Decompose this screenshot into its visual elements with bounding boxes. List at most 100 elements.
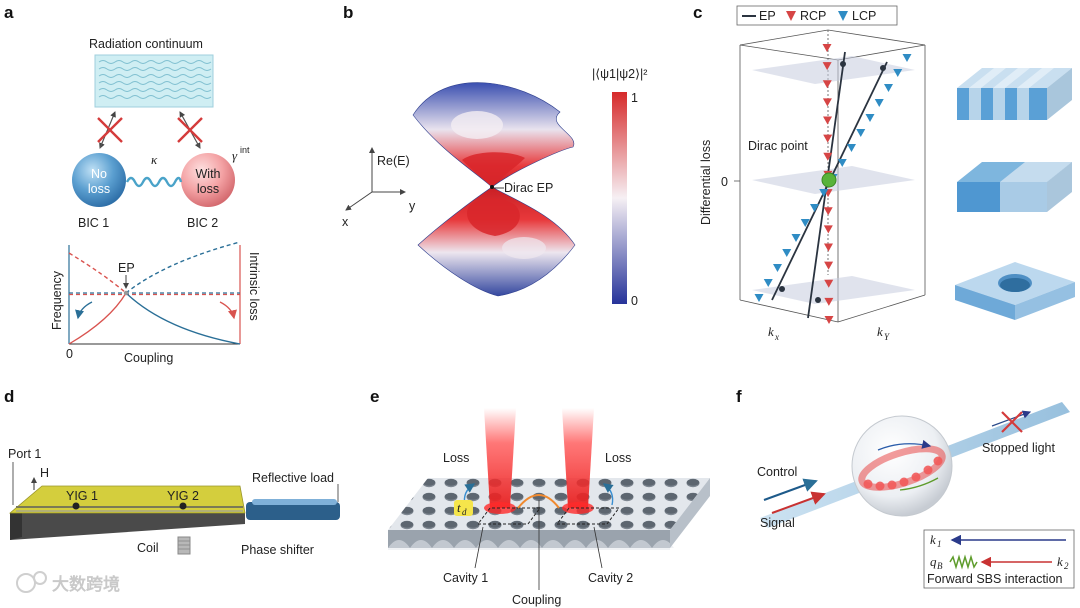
lcp-marker	[800, 219, 810, 227]
board-edge	[10, 512, 22, 540]
ep-label: EP	[118, 261, 135, 275]
freq-blue-branch	[125, 241, 241, 294]
k2-label: k	[1057, 554, 1063, 569]
ep-point	[123, 290, 129, 296]
axis-y-label: y	[409, 199, 416, 213]
coupling-spring	[125, 176, 183, 188]
port1-label: Port 1	[8, 447, 41, 461]
bic1-ball	[72, 153, 126, 207]
kappa-label: κ	[151, 152, 158, 167]
signal-arrow	[771, 491, 826, 514]
panel-e-label: e	[370, 387, 379, 406]
photonic-slab-side	[670, 478, 710, 548]
cavity1-outline	[477, 507, 541, 525]
origin-label: 0	[66, 347, 73, 361]
control-arrow	[763, 478, 818, 501]
colorbar-min: 0	[631, 294, 638, 308]
yig-board-top	[8, 485, 246, 514]
blue-curved-arrow	[75, 301, 93, 320]
control-label: Control	[757, 465, 797, 479]
lcp-marker	[856, 129, 866, 137]
bic1-ball-line1: No	[91, 167, 107, 181]
lcp-marker	[819, 189, 829, 197]
rcp-marker	[824, 261, 834, 270]
stripe-grating-structure	[957, 68, 1072, 120]
hole-slab-structure	[955, 262, 1075, 320]
dirac-ep-label: Dirac EP	[504, 181, 553, 195]
coupling-label: Coupling	[512, 593, 561, 607]
ky-sub: Y	[884, 332, 890, 342]
watermark-logo-icon-2	[33, 571, 47, 585]
k2-sub: 2	[1064, 561, 1069, 571]
board-side	[10, 513, 245, 540]
cavity1-leader	[474, 526, 484, 569]
laser-beam-right	[562, 408, 594, 508]
loss-red-branch	[68, 292, 127, 345]
bic1-label: BIC 1	[78, 216, 109, 230]
panel-c-label: c	[693, 3, 702, 22]
rcp-marker	[822, 44, 832, 52]
qb-phonon-wave	[949, 554, 978, 570]
td-label: t	[457, 500, 461, 515]
ep-dot-2	[880, 65, 886, 71]
rcp-marker	[824, 297, 834, 306]
radiation-continuum-box	[94, 54, 214, 108]
coil-windings	[178, 540, 190, 550]
stopped-light-label: Stopped light	[982, 441, 1056, 455]
laser-beam-left	[484, 408, 516, 508]
rcp-marker	[824, 316, 834, 324]
watermark: 大数跨境	[16, 571, 120, 595]
lcp-marker	[874, 99, 884, 107]
panel-f: f Control Signal Stopped light k 1 q B k…	[736, 387, 1075, 589]
loss-blue-branch	[125, 292, 241, 345]
upper-cone-red-core	[462, 152, 525, 187]
rcp-marker	[823, 134, 833, 143]
panel-c: c EP RCP LCP	[693, 3, 1075, 342]
lcp-marker	[754, 294, 764, 302]
cavity1-label: Cavity 1	[443, 571, 488, 585]
ring-flow-arrow	[877, 439, 932, 451]
watermark-logo-icon	[16, 573, 36, 593]
legend-rcp-swatch	[786, 11, 796, 21]
panel-a: a Radiation continuum	[4, 3, 261, 365]
signal-label: Signal	[760, 516, 795, 530]
ring-mode-lobes	[863, 456, 943, 491]
watermark-text: 大数跨境	[52, 574, 120, 595]
slab-front-scallops	[388, 540, 674, 550]
legend-rcp: RCP	[800, 9, 826, 23]
radiation-continuum-label: Radiation continuum	[89, 37, 203, 51]
k1-label: k	[930, 532, 936, 547]
coil-label: Coil	[137, 541, 159, 555]
loss-right-label: Loss	[605, 451, 631, 465]
kx-label: k	[768, 324, 774, 339]
bic2-ball	[181, 153, 235, 207]
cavity2-outline	[556, 507, 620, 525]
rcp-marker	[823, 243, 833, 252]
cavity2-leader	[593, 526, 603, 569]
lower-cone-highlight	[502, 237, 546, 259]
ky-label: k	[877, 324, 883, 339]
b-axes	[345, 147, 406, 211]
panel-d-label: d	[4, 387, 14, 406]
blocked-channel-right	[177, 111, 203, 149]
rcp-marker	[823, 207, 833, 216]
freq-red-branch	[68, 252, 127, 294]
rcp-marker	[823, 225, 833, 234]
panel-a-label: a	[4, 3, 14, 22]
phase-shifter-body	[246, 502, 340, 520]
frequency-axis-label: Frequency	[50, 270, 64, 330]
legend-ep: EP	[759, 9, 776, 23]
lcp-marker	[763, 279, 773, 287]
rcp-marker	[823, 116, 833, 125]
ep-dot-1	[840, 61, 846, 67]
blocked-channel-left	[97, 111, 123, 149]
gamma-int-sup: int	[240, 145, 250, 155]
qb-sub: B	[937, 561, 943, 571]
axis-x-label: x	[342, 215, 349, 229]
lcp-marker	[837, 159, 847, 167]
dirac-point-marker	[821, 172, 837, 188]
bic2-ball-line1: With	[196, 167, 221, 181]
reflective-load-label: Reflective load	[252, 471, 334, 485]
dirac-ep-point	[490, 185, 494, 189]
